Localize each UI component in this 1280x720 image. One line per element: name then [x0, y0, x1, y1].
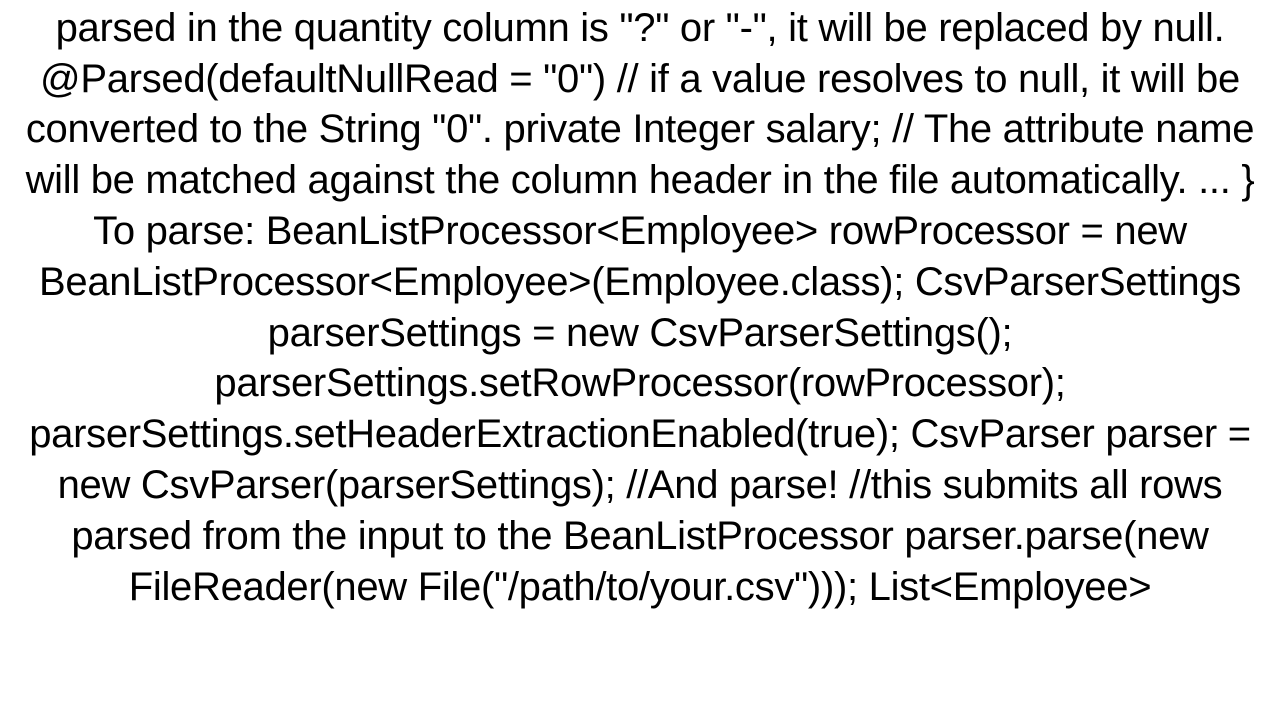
document-text: private String feedback; @NullString(nul… — [0, 0, 1280, 672]
